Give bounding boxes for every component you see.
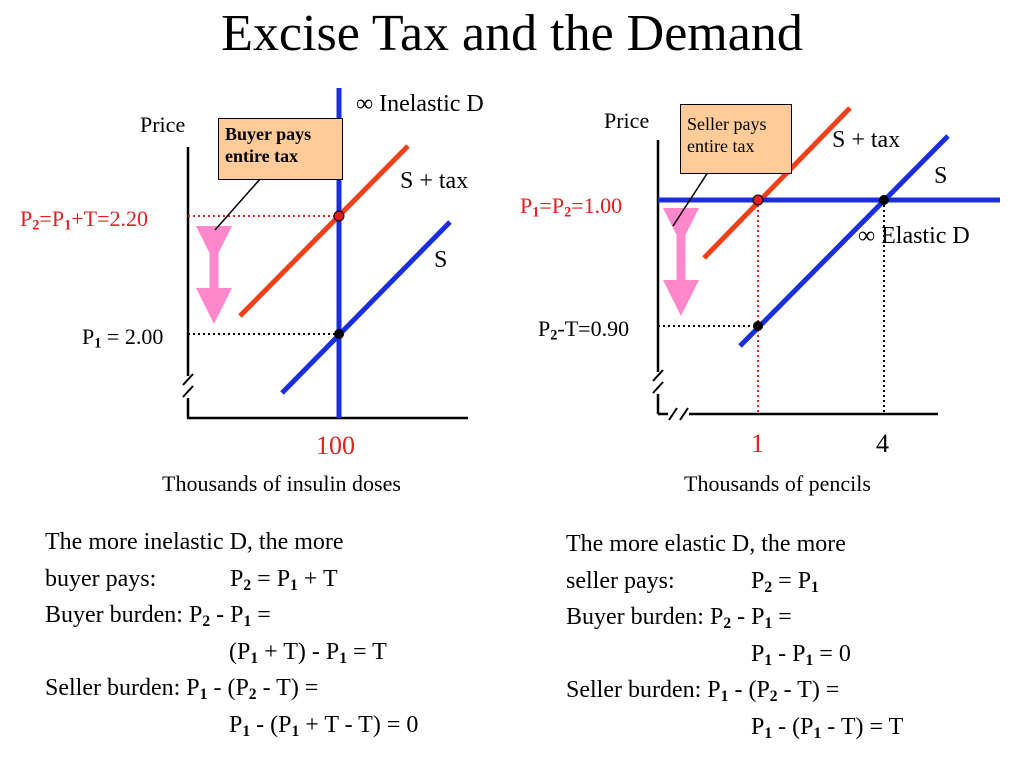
- left-text-line-3: Buyer burden: P2 - P1 =: [45, 602, 271, 630]
- right-p1p2-price-label: P1=P2=1.00: [520, 193, 623, 221]
- left-callout-pointer: [214, 177, 262, 231]
- right-text-line-5: Seller burden: P1 - (P2 - T) =: [566, 677, 840, 705]
- left-callout-line1: Buyer pays: [225, 124, 312, 144]
- left-taxed-supply-label: S + tax: [400, 168, 469, 194]
- right-x-tick-1: 1: [751, 429, 764, 458]
- left-text-line-5: Seller burden: P1 - (P2 - T) =: [45, 675, 319, 703]
- left-y-axis-label: Price: [140, 112, 186, 137]
- left-axis-break-mark-2: [182, 385, 194, 398]
- left-equilibrium-point: [334, 329, 344, 339]
- right-x-axis-label: Thousands of pencils: [684, 471, 871, 496]
- left-demand-label: ∞ Inelastic D: [356, 91, 484, 117]
- left-supply-label: S: [434, 247, 448, 273]
- right-callout-line2: entire tax: [687, 136, 755, 156]
- right-seller-price-point: [753, 321, 763, 331]
- left-taxed-supply-line: [238, 144, 410, 318]
- right-callout-pointer: [672, 165, 713, 227]
- left-axis-break-mark-1: [182, 373, 194, 386]
- right-demand-label: ∞ Elastic D: [858, 223, 970, 249]
- left-callout-line2: entire tax: [225, 146, 299, 166]
- left-explanation: The more inelastic D, the more buyer pay…: [45, 524, 515, 743]
- left-text-line-2: buyer pays: P2 = P1 + T: [45, 565, 338, 594]
- left-text-line-6: P1 - (P1 + T - T) = 0: [229, 711, 419, 740]
- right-p2t-price-label: P2-T=0.90: [538, 316, 630, 344]
- right-x-break-mark-1: [668, 407, 678, 421]
- right-supply-label: S: [934, 163, 948, 189]
- right-supply-line: [738, 134, 950, 348]
- right-taxed-equilibrium-point: [752, 194, 764, 206]
- right-callout-line1: Seller pays: [687, 114, 767, 134]
- right-explanation: The more elastic D, the more seller pays…: [566, 526, 1016, 745]
- left-x-axis-label: Thousands of insulin doses: [162, 471, 401, 496]
- right-text-line-2: seller pays: P2 = P1: [566, 567, 819, 596]
- left-text-line-1: The more inelastic D, the more: [45, 529, 344, 555]
- left-text-line-4: (P1 + T) - P1 = T: [229, 638, 387, 667]
- right-y-axis-label: Price: [604, 108, 650, 133]
- right-axis-break-mark-2: [652, 381, 664, 394]
- right-axis-break-mark-1: [652, 369, 664, 382]
- right-x-tick-4: 4: [876, 429, 889, 458]
- right-text-line-4: P1 - P1 = 0: [751, 640, 851, 669]
- left-p2-price-label: P2=P1+T=2.20: [20, 206, 148, 234]
- right-text-line-6: P1 - (P1 - T) = T: [751, 713, 904, 742]
- right-taxed-supply-line: [702, 106, 852, 260]
- right-text-line-3: Buyer burden: P2 - P1 =: [566, 604, 792, 632]
- left-supply-line: [280, 220, 452, 395]
- right-x-break-mark-2: [679, 407, 689, 421]
- left-callout-box: Buyer pays entire tax: [218, 118, 343, 180]
- right-taxed-supply-label: S + tax: [832, 127, 901, 153]
- right-text-line-1: The more elastic D, the more: [566, 531, 846, 557]
- right-equilibrium-point: [879, 195, 889, 205]
- slide-title: Excise Tax and the Demand: [221, 5, 803, 62]
- right-callout-box: Seller pays entire tax: [680, 104, 792, 174]
- left-x-tick-100: 100: [316, 431, 355, 460]
- left-taxed-equilibrium-point: [333, 210, 345, 222]
- right-graph: [652, 106, 1000, 421]
- left-p1-price-label: P1 = 2.00: [82, 324, 164, 352]
